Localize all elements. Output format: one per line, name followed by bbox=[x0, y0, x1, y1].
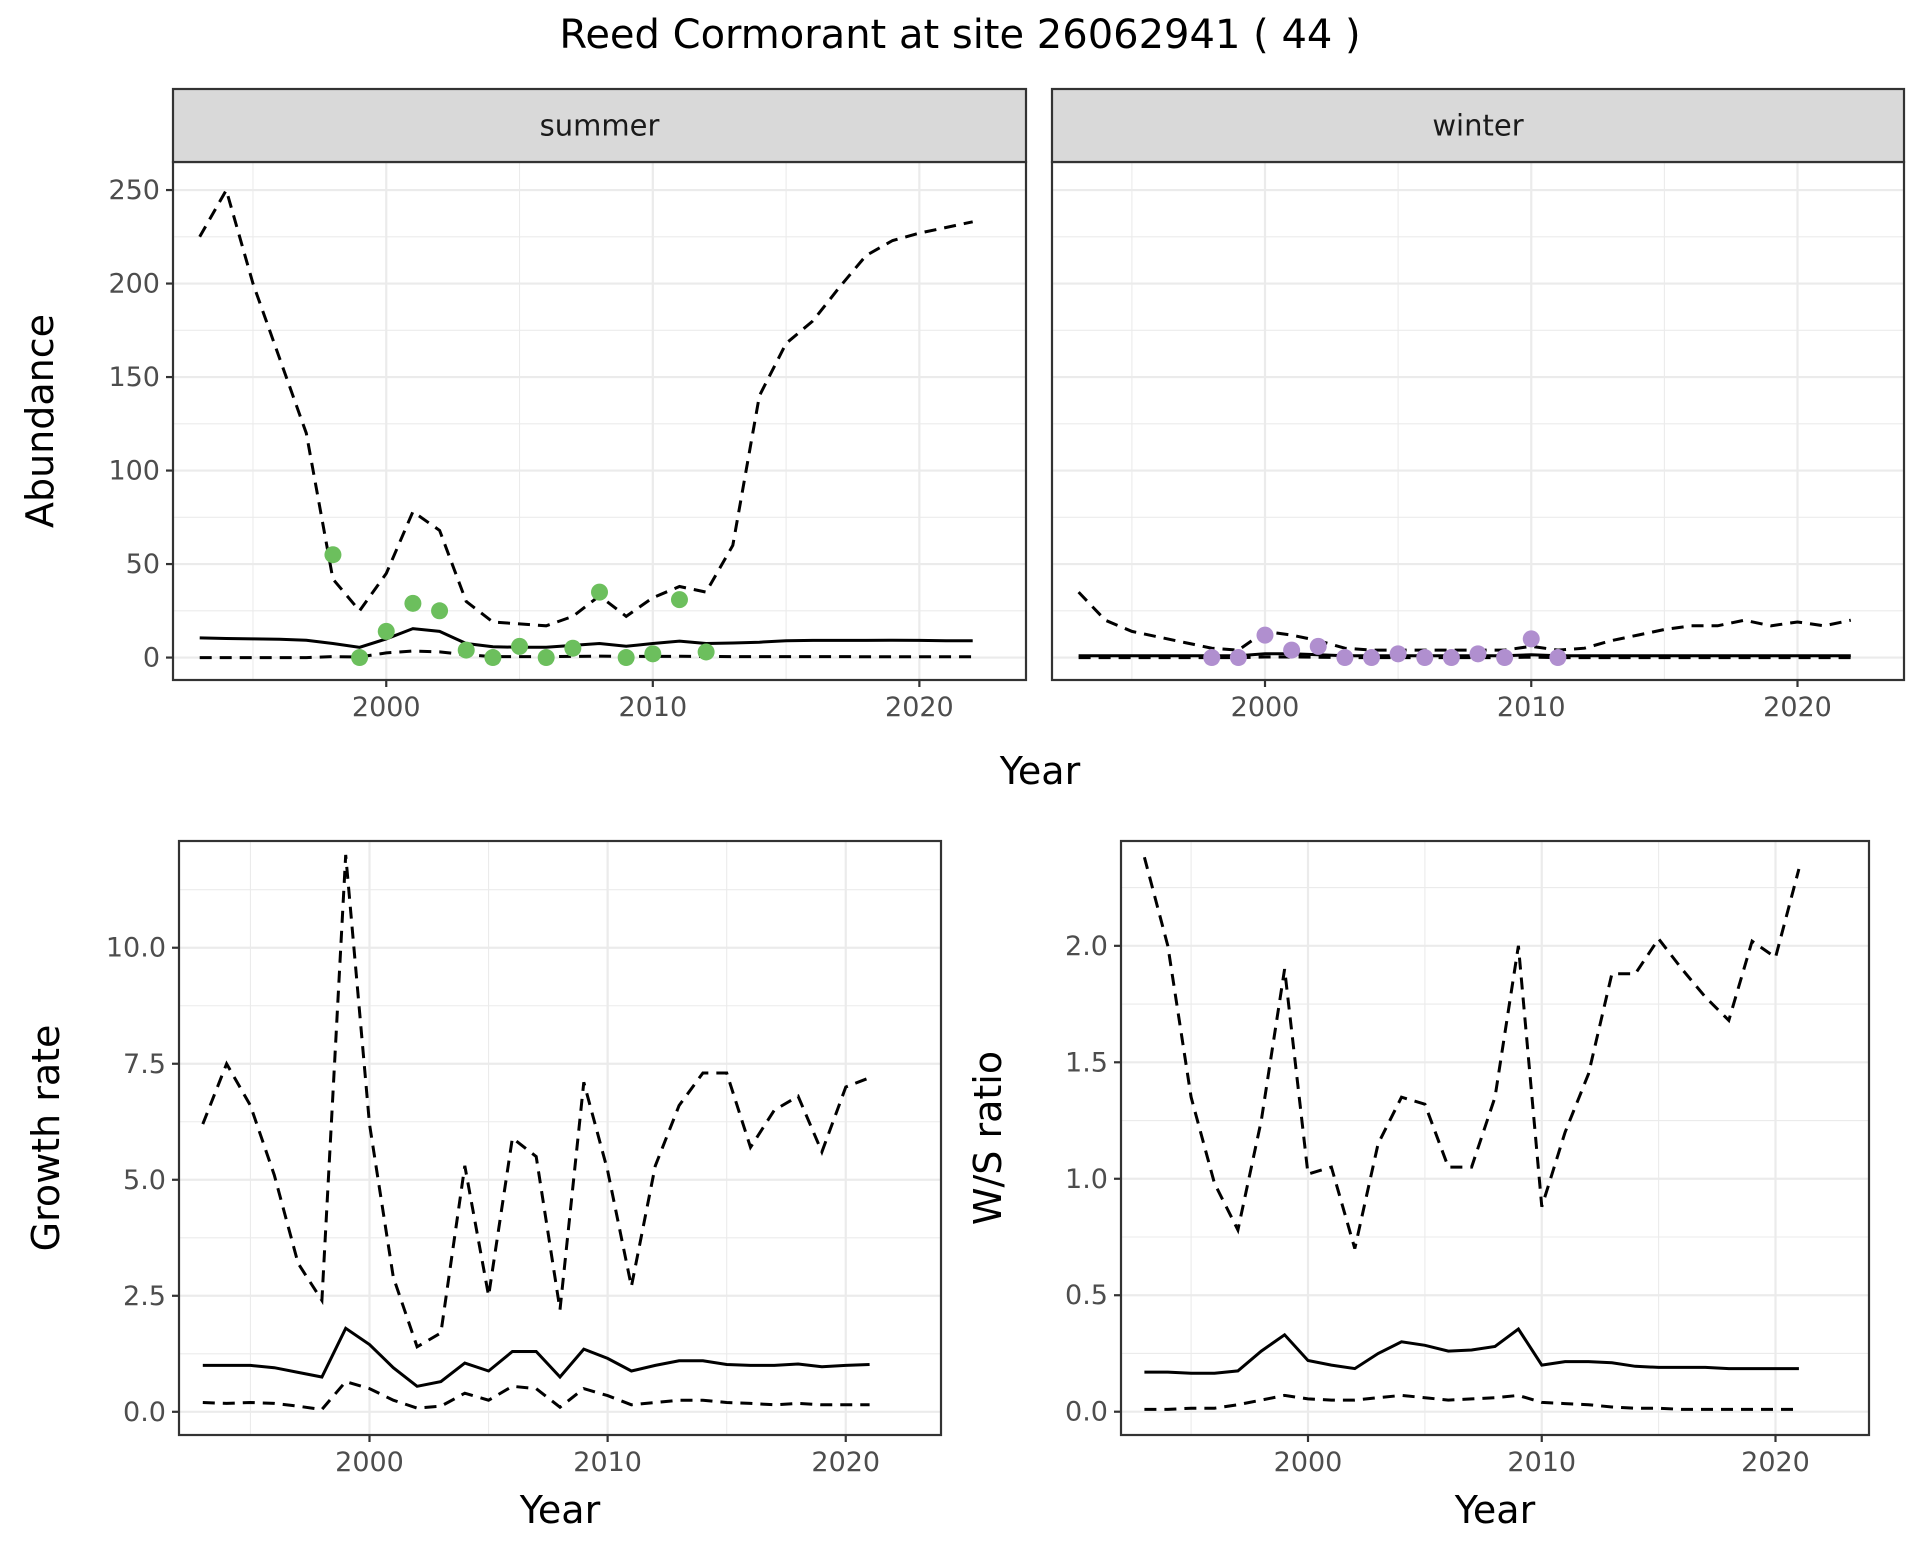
x-tick-label: 2010 bbox=[1497, 692, 1566, 723]
facet-strip-label: summer bbox=[540, 109, 660, 143]
x-tick-label: 2020 bbox=[1763, 692, 1832, 723]
summer-count-point bbox=[697, 643, 715, 661]
winter-count-point bbox=[1203, 649, 1221, 667]
summer-count-point bbox=[591, 583, 608, 601]
winter-count-point bbox=[1416, 649, 1434, 667]
summer-count-point bbox=[564, 639, 582, 657]
winter-count-point bbox=[1496, 649, 1514, 667]
summer-count-point bbox=[537, 649, 555, 667]
x-tick-label: 2000 bbox=[335, 1447, 404, 1478]
plot-background bbox=[173, 162, 1026, 680]
y-tick-label: 200 bbox=[108, 269, 160, 300]
summer-series-lower-bound bbox=[199, 649, 973, 660]
x-axis-title: Year bbox=[1454, 1488, 1536, 1532]
x-tick-label: 2020 bbox=[885, 692, 954, 723]
y-tick-label: 0 bbox=[143, 643, 160, 674]
chart-title: Reed Cormorant at site 26062941 ( 44 ) bbox=[559, 12, 1360, 58]
winter-series-upper-bound bbox=[1077, 591, 1852, 652]
winter-count-point bbox=[1469, 645, 1487, 663]
winter-count-point bbox=[1256, 626, 1274, 644]
y-tick-label: 2.0 bbox=[1065, 931, 1108, 962]
growth-series-upper-bound bbox=[201, 854, 871, 1350]
summer-count-point bbox=[484, 649, 502, 667]
y-tick-label: 50 bbox=[126, 549, 160, 580]
winter-count-point bbox=[1309, 637, 1327, 655]
y-tick-label: 7.5 bbox=[123, 1049, 166, 1080]
y-tick-label: 2.5 bbox=[123, 1281, 166, 1312]
ws-series-upper-bound bbox=[1142, 856, 1801, 1250]
plot-background bbox=[179, 841, 941, 1435]
winter-count-point bbox=[1549, 649, 1567, 667]
plot-background bbox=[1052, 162, 1904, 680]
y-tick-label: 150 bbox=[108, 362, 160, 393]
panel-winter: winter 2000 2010 2020 bbox=[1050, 87, 1906, 723]
summer-count-point bbox=[457, 641, 475, 659]
y-tick-label: 1.5 bbox=[1065, 1047, 1108, 1078]
summer-count-point bbox=[431, 602, 449, 620]
x-tick-label: 2000 bbox=[1231, 692, 1300, 723]
y-tick-label: 0.0 bbox=[123, 1397, 166, 1428]
x-axis-title: Year bbox=[519, 1488, 601, 1532]
summer-count-point bbox=[404, 594, 422, 612]
winter-count-point bbox=[1389, 645, 1407, 663]
facet-strip bbox=[1050, 87, 1906, 164]
panel-summer: summer 2000 2010 2020 0 50 100 150 200 250 Abundan… bbox=[18, 87, 1028, 723]
panel-growth: 2000 2010 2020 0.0 2.5 5.0 7.5 10.0 Growth rate Y… bbox=[24, 839, 943, 1532]
summer-count-point bbox=[324, 546, 342, 564]
growth-series-estimate bbox=[202, 1326, 870, 1388]
summer-count-point bbox=[617, 649, 635, 667]
x-tick-label: 2020 bbox=[1741, 1447, 1810, 1478]
summer-count-point bbox=[670, 591, 688, 609]
panel-border bbox=[177, 839, 943, 1437]
winter-count-point bbox=[1229, 649, 1247, 667]
summer-series-estimate bbox=[199, 627, 973, 649]
y-tick-label: 250 bbox=[108, 175, 160, 206]
winter-count-point bbox=[1336, 649, 1354, 667]
y-tick-label: 1.0 bbox=[1065, 1164, 1108, 1195]
facet-strip-label: winter bbox=[1432, 109, 1523, 143]
winter-count-point bbox=[1442, 649, 1460, 667]
facet-strip bbox=[171, 87, 1028, 164]
x-tick-label: 2000 bbox=[1274, 1447, 1343, 1478]
y-axis-title: W/S ratio bbox=[966, 1051, 1010, 1225]
panels: summer 2000 2010 2020 0 50 100 150 200 250 Abundan… bbox=[18, 87, 1906, 1532]
growth-series-lower-bound bbox=[202, 1379, 870, 1412]
y-axis-title: Growth rate bbox=[24, 1025, 68, 1252]
panel-border bbox=[1119, 839, 1871, 1437]
x-tick-label: 2010 bbox=[573, 1447, 642, 1478]
y-tick-label: 0.0 bbox=[1065, 1397, 1108, 1428]
panel-ws: 2000 2010 2020 0.0 0.5 1.0 1.5 2.0 W/S ratio Year bbox=[966, 839, 1871, 1532]
winter-count-point bbox=[1363, 649, 1380, 667]
y-tick-label: 10.0 bbox=[106, 933, 166, 964]
x-tick-label: 2010 bbox=[1507, 1447, 1576, 1478]
x-tick-label: 2010 bbox=[618, 692, 687, 723]
y-tick-label: 5.0 bbox=[123, 1165, 166, 1196]
summer-count-point bbox=[377, 622, 395, 640]
x-tick-label: 2000 bbox=[352, 692, 421, 723]
winter-count-point bbox=[1522, 630, 1540, 648]
top-x-axis-title: Year bbox=[999, 749, 1081, 793]
summer-count-point bbox=[511, 637, 529, 655]
summer-count-point bbox=[644, 645, 662, 663]
summer-count-point bbox=[351, 649, 369, 667]
y-tick-label: 0.5 bbox=[1065, 1280, 1108, 1311]
plot-background bbox=[1121, 841, 1869, 1435]
summer-series-upper-bound bbox=[198, 186, 974, 628]
ws-series-lower-bound bbox=[1144, 1393, 1799, 1411]
winter-count-point bbox=[1283, 641, 1301, 659]
x-tick-label: 2020 bbox=[811, 1447, 880, 1478]
y-tick-label: 100 bbox=[108, 456, 160, 487]
ws-series-estimate bbox=[1144, 1326, 1799, 1375]
y-axis-title: Abundance bbox=[18, 314, 62, 528]
